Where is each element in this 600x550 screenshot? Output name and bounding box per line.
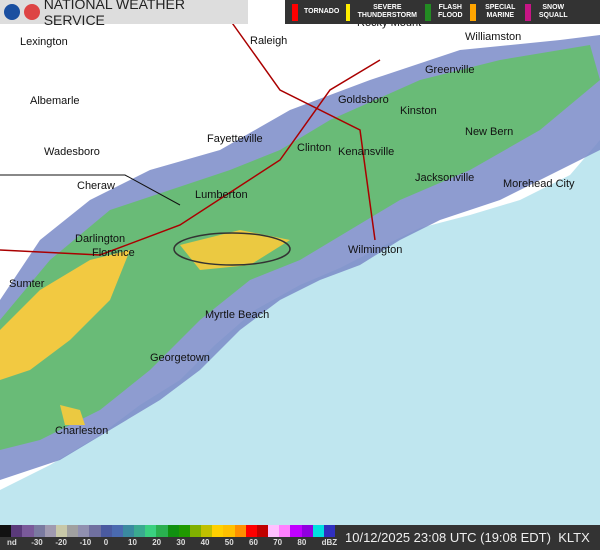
warning-legend: TORNADO SEVERE THUNDERSTORM FLASH FLOOD …: [285, 0, 600, 24]
scale-tick: -10: [79, 538, 92, 547]
scale-swatch: [11, 525, 23, 537]
scale-tick: 70: [273, 538, 283, 547]
city-label: Cheraw: [77, 180, 115, 192]
city-label: Georgetown: [150, 352, 210, 364]
scale-tick: dBZ: [321, 538, 338, 547]
timestamp-text: 10/12/2025 23:08 UTC (19:08 EDT): [345, 530, 551, 545]
header: NATIONAL WEATHER SERVICE TORNADO SEVERE …: [0, 0, 600, 28]
scale-swatch: [290, 525, 302, 537]
footer: nd -30 -20 -10 0 10 20 30 40 50 60 70 80 dBZ 10/12/20…: [0, 525, 600, 550]
squall-swatch: [525, 3, 532, 21]
scale-swatch: [134, 525, 146, 537]
scale-swatch: [223, 525, 235, 537]
timestamp: 10/12/2025 23:08 UTC (19:08 EDT) KLTX: [345, 530, 590, 545]
scale-swatch: [100, 525, 112, 537]
city-label: Wadesboro: [44, 146, 100, 158]
warning-squall: SNOW SQUALL: [525, 3, 569, 21]
dbz-color-scale: nd -30 -20 -10 0 10 20 30 40 50 60 70 80 dBZ: [0, 525, 338, 550]
scale-swatch: [145, 525, 157, 537]
nws-logo: [23, 4, 40, 20]
city-label: Lumberton: [195, 189, 248, 201]
radar-echo: [60, 405, 85, 425]
scale-swatch: [0, 525, 12, 537]
interstate: [229, 19, 376, 241]
scale-tick: 20: [152, 538, 162, 547]
scale-tick: -30: [31, 538, 43, 547]
scale-swatch: [111, 525, 123, 537]
city-label: Albemarle: [30, 95, 80, 107]
city-label: Jacksonville: [415, 172, 475, 184]
city-label: Wilmington: [348, 244, 403, 256]
city-label: Florence: [92, 247, 135, 259]
scale-tick: -20: [55, 538, 67, 547]
site-title: NATIONAL WEATHER SERVICE: [43, 0, 185, 28]
ocean: [0, 140, 600, 550]
city-label: Goldsboro: [338, 94, 389, 106]
tornado-swatch: [292, 3, 298, 21]
city-label: Clinton: [297, 142, 332, 154]
scale-tick: 40: [200, 538, 210, 547]
scale-swatch: [234, 525, 246, 537]
scale-swatch: [189, 525, 202, 537]
warning-tornado: TORNADO: [292, 3, 339, 21]
scale-tick: 10: [128, 538, 137, 547]
radar-echo: [0, 45, 600, 450]
city-label: Williamston: [465, 31, 522, 43]
interstate: [0, 59, 381, 256]
scale-tick: 50: [224, 538, 234, 547]
city-label: Greenville: [425, 64, 475, 76]
warning-marine: SPECIAL MARINE: [470, 3, 518, 21]
severe-swatch: [346, 3, 351, 21]
scale-swatch: [78, 525, 90, 537]
state-border: [0, 174, 181, 206]
scale-swatch: [33, 525, 45, 537]
scale-tick: 60: [249, 538, 258, 547]
city-label: New Bern: [465, 126, 514, 138]
scale-swatch: [55, 525, 68, 537]
scale-swatch: [312, 525, 324, 537]
scale-swatch: [44, 525, 56, 537]
scale-swatch: [67, 525, 79, 537]
marine-swatch: [470, 3, 477, 21]
scale-swatch: [279, 525, 291, 537]
noaa-logo: [4, 4, 20, 20]
radar-echo: [0, 250, 130, 380]
scale-tick: 0: [103, 538, 109, 547]
scale-swatch: [256, 525, 269, 537]
scale-swatch: [167, 525, 179, 537]
scale-swatch: [201, 525, 213, 537]
radar-echo: [180, 230, 290, 270]
scale-swatch: [268, 525, 280, 537]
warning-polygon: [173, 232, 291, 266]
flood-swatch: [425, 3, 432, 21]
city-label: Darlington: [75, 233, 126, 245]
scale-swatch: [301, 525, 313, 537]
scale-tick: nd: [7, 538, 17, 547]
city-label: Sumter: [9, 278, 45, 290]
warning-severe: SEVERE THUNDERSTORM: [346, 3, 418, 21]
scale-swatch: [89, 525, 101, 537]
scale-tick: 80: [297, 538, 307, 547]
city-label: Kenansville: [338, 146, 395, 158]
scale-swatch: [323, 525, 336, 537]
city-label: Raleigh: [250, 35, 288, 47]
scale-swatch: [178, 525, 190, 537]
scale-swatch: [212, 525, 224, 537]
warning-flood: FLASH FLOOD: [425, 3, 463, 21]
city-label: Charleston: [55, 425, 109, 437]
city-label: Fayetteville: [207, 133, 263, 145]
station-id: KLTX: [558, 530, 590, 545]
scale-swatch: [22, 525, 34, 537]
scale-swatch: [156, 525, 168, 537]
scale-tick: 30: [176, 538, 186, 547]
city-label: Morehead City: [503, 178, 575, 190]
scale-swatch: [122, 525, 135, 537]
city-label: Myrtle Beach: [205, 309, 270, 321]
city-label: Kinston: [400, 105, 437, 117]
city-label: Lexington: [20, 36, 68, 48]
scale-swatch: [245, 525, 257, 537]
